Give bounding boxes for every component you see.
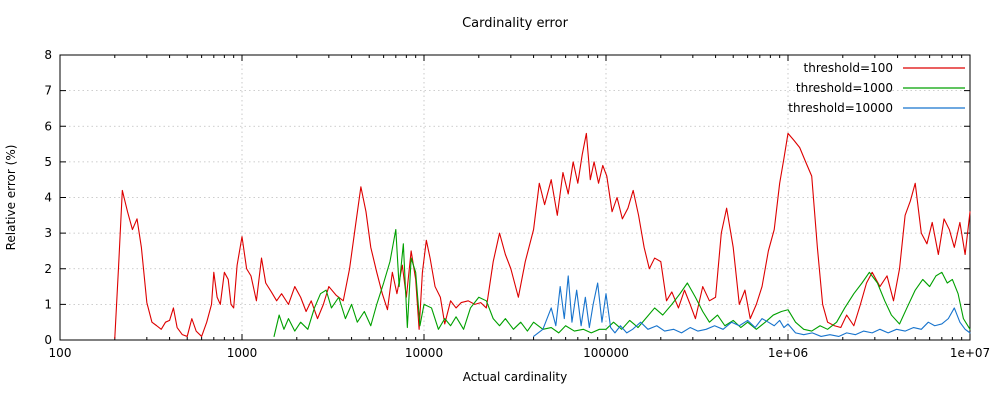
legend-entry-label: threshold=1000 [796, 81, 893, 95]
y-tick-label: 5 [44, 155, 52, 169]
y-tick-label: 0 [44, 333, 52, 347]
x-tick-label: 10000 [405, 346, 443, 360]
x-tick-label: 100 [49, 346, 72, 360]
x-tick-label: 1e+06 [768, 346, 808, 360]
y-axis-label: Relative error (%) [4, 145, 18, 251]
x-tick-label: 1000 [227, 346, 258, 360]
legend-entry-label: threshold=10000 [788, 101, 893, 115]
series-line-2 [533, 275, 971, 337]
y-tick-label: 1 [44, 297, 52, 311]
y-tick-label: 6 [44, 119, 52, 133]
tick-marks [59, 54, 971, 341]
legend-entry-label: threshold=100 [804, 61, 893, 75]
legend: threshold=100 threshold=1000 threshold=100… [788, 61, 965, 115]
x-axis-label: Actual cardinality [463, 370, 567, 384]
series-line-0 [114, 132, 971, 339]
series-line-1 [273, 229, 971, 337]
y-tick-label: 7 [44, 84, 52, 98]
x-tick-label: 100000 [583, 346, 629, 360]
x-tick-label: 1e+07 [950, 346, 990, 360]
chart-title: Cardinality error [462, 16, 569, 31]
y-tick-label: 4 [44, 191, 52, 205]
y-tick-label: 2 [44, 262, 52, 276]
y-tick-label: 8 [44, 48, 52, 62]
y-tick-label: 3 [44, 226, 52, 240]
grid [60, 55, 970, 340]
